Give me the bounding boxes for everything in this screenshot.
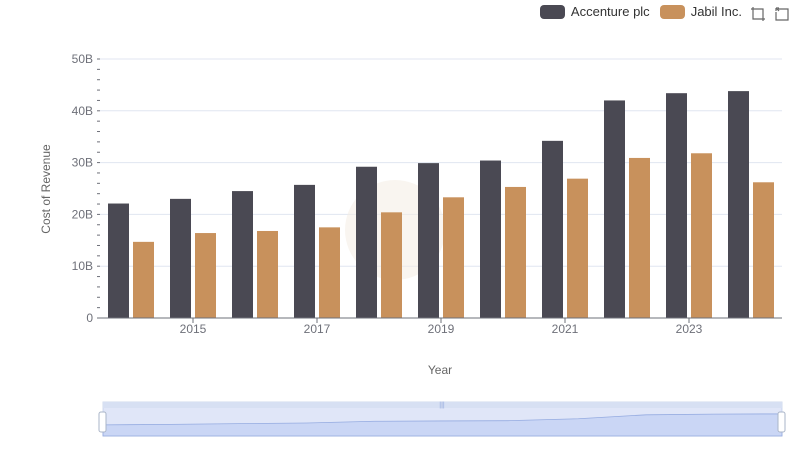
bar[interactable] [629, 157, 650, 318]
x-tick-label: 2017 [304, 322, 331, 336]
bar[interactable] [666, 93, 687, 318]
bar[interactable] [232, 191, 253, 318]
x-tick-label: 2023 [676, 322, 703, 336]
legend-swatch-jabil [659, 4, 685, 19]
y-tick-label: 30B [72, 156, 93, 170]
restore-icon[interactable] [774, 6, 790, 22]
slider-left-handle[interactable] [98, 411, 107, 433]
bar[interactable] [542, 140, 563, 318]
bar[interactable] [443, 197, 464, 318]
legend-item-accenture[interactable]: Accenture plc [539, 4, 650, 19]
y-axis-ticks: 0 10B 20B 30B 40B 50B [72, 52, 100, 325]
bar[interactable] [567, 178, 588, 318]
bar[interactable] [195, 233, 216, 318]
y-tick-label: 40B [72, 104, 93, 118]
y-tick-label: 10B [72, 259, 93, 273]
bar[interactable] [480, 160, 501, 318]
legend-label-accenture: Accenture plc [570, 4, 650, 19]
bar[interactable] [356, 166, 377, 318]
bar[interactable] [108, 203, 129, 318]
legend: Accenture plc Jabil Inc. [539, 4, 742, 19]
x-axis-ticks: 2015 2017 2019 2021 2023 [180, 318, 703, 336]
bar[interactable] [319, 227, 340, 318]
bar[interactable] [418, 163, 439, 318]
bar[interactable] [728, 91, 749, 318]
bar[interactable] [294, 184, 315, 318]
x-axis-title: Year [428, 363, 452, 377]
bar[interactable] [505, 186, 526, 318]
bars [108, 91, 774, 318]
y-tick-label: 0 [86, 311, 93, 325]
slider-top-bar[interactable] [103, 402, 782, 408]
x-tick-label: 2019 [428, 322, 455, 336]
legend-swatch-accenture [539, 4, 565, 19]
bar[interactable] [257, 230, 278, 318]
y-tick-label: 50B [72, 52, 93, 66]
y-tick-label: 20B [72, 207, 93, 221]
legend-label-jabil: Jabil Inc. [690, 4, 742, 19]
slider-selection[interactable] [103, 408, 782, 436]
bar[interactable] [691, 153, 712, 318]
toolbox [750, 6, 790, 22]
zoom-icon[interactable] [750, 6, 766, 22]
bar[interactable] [604, 100, 625, 318]
bar[interactable] [381, 212, 402, 318]
bar[interactable] [170, 198, 191, 318]
legend-item-jabil[interactable]: Jabil Inc. [659, 4, 742, 19]
bar[interactable] [133, 241, 154, 318]
data-zoom-slider[interactable]: ||| [98, 401, 786, 437]
x-tick-label: 2015 [180, 322, 207, 336]
bar[interactable] [753, 182, 774, 318]
slider-grip-icon[interactable]: ||| [439, 402, 445, 409]
slider-right-handle[interactable] [777, 411, 786, 433]
slider-preview-area [102, 413, 783, 437]
x-tick-label: 2021 [552, 322, 579, 336]
y-axis-title: Cost of Revenue [39, 144, 53, 234]
